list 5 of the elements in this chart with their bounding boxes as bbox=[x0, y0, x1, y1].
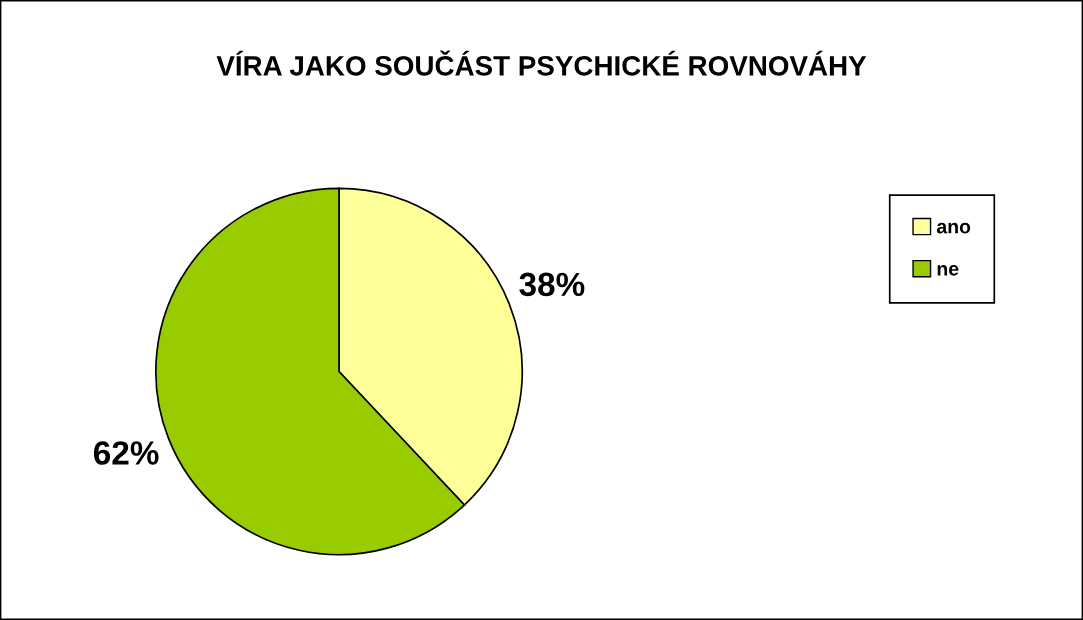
legend-label: ne bbox=[937, 264, 959, 276]
legend-label: ano bbox=[936, 222, 971, 234]
chart-title: VÍRA JAKO SOUČÁST PSYCHICKÉ ROVNOVÁHY bbox=[216, 50, 867, 76]
data-label: 38% bbox=[519, 272, 585, 297]
data-label: 62% bbox=[93, 441, 159, 465]
